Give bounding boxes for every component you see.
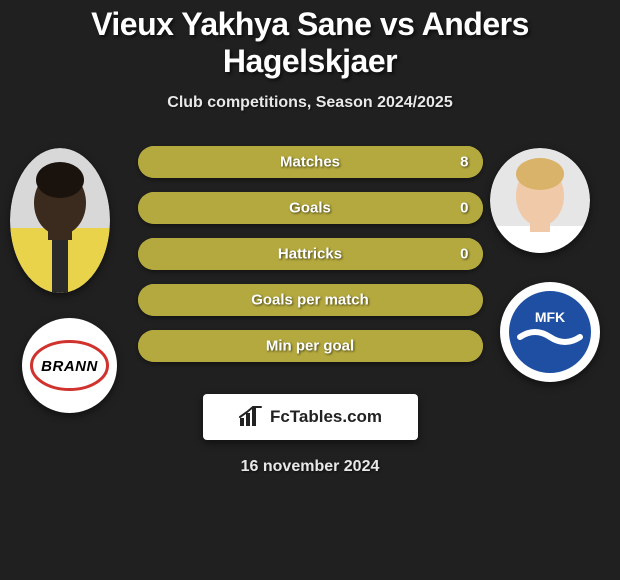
stat-bar: Hattricks 0 xyxy=(138,238,483,270)
date-label: 16 november 2024 xyxy=(0,458,620,476)
stat-bars: Matches 8 Goals 0 Hattricks 0 Goals per … xyxy=(138,138,483,362)
stat-label: Min per goal xyxy=(138,338,483,355)
stat-label: Hattricks xyxy=(138,246,483,263)
source-badge-text: FcTables.com xyxy=(270,407,382,427)
stat-label: Matches xyxy=(138,154,483,171)
page-title: Vieux Yakhya Sane vs Anders Hagelskjaer xyxy=(0,0,620,80)
player1-club-name: BRANN xyxy=(41,358,98,375)
stat-bar: Goals 0 xyxy=(138,192,483,224)
stat-label: Goals xyxy=(138,200,483,217)
stat-label: Goals per match xyxy=(138,292,483,309)
stat-bar: Matches 8 xyxy=(138,146,483,178)
chart-icon xyxy=(238,406,264,428)
subtitle: Club competitions, Season 2024/2025 xyxy=(0,94,620,112)
stat-bar: Min per goal xyxy=(138,330,483,362)
player1-avatar xyxy=(10,148,110,293)
player2-avatar xyxy=(490,148,590,253)
player2-club-name: MFK xyxy=(535,309,565,325)
comparison-panel: BRANN MFK Matches 8 xyxy=(0,138,620,476)
stat-bar: Goals per match xyxy=(138,284,483,316)
player2-club-logo: MFK xyxy=(500,282,600,382)
stat-value: 0 xyxy=(460,200,468,217)
player1-club-logo: BRANN xyxy=(22,318,117,413)
source-badge: FcTables.com xyxy=(203,394,418,440)
stat-value: 8 xyxy=(460,154,468,171)
stat-value: 0 xyxy=(460,246,468,263)
